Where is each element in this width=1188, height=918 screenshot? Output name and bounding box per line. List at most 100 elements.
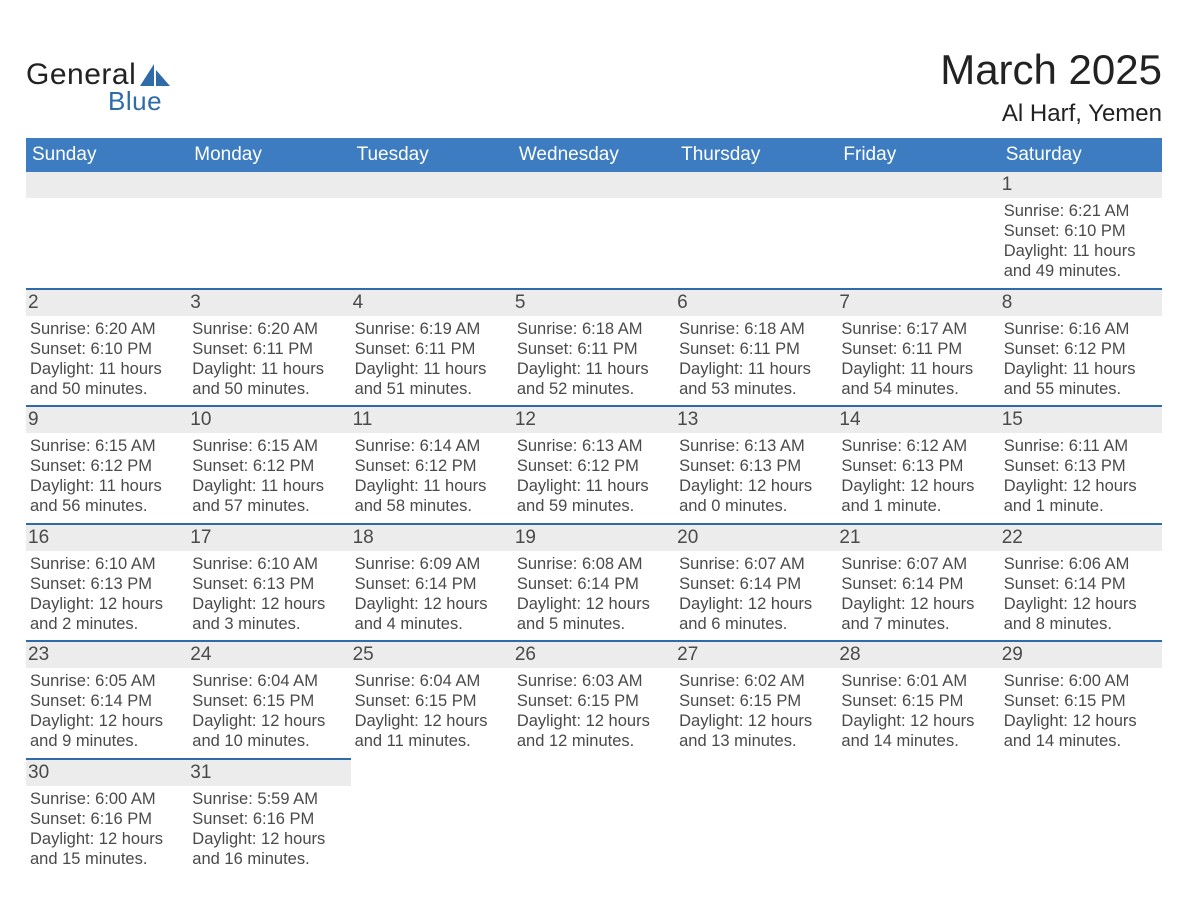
day-cell: 10Sunrise: 6:15 AMSunset: 6:12 PMDayligh…: [188, 407, 350, 523]
sunrise-line: Sunrise: 6:15 AM: [192, 436, 346, 456]
day-number: [837, 172, 999, 198]
day-cell: [188, 172, 350, 274]
daylight-line-1: Daylight: 12 hours: [679, 594, 833, 614]
weekday-header: Friday: [837, 138, 999, 172]
calendar-cell: 27Sunrise: 6:02 AMSunset: 6:15 PMDayligh…: [675, 641, 837, 759]
daylight-line-1: Daylight: 12 hours: [30, 711, 184, 731]
daylight-line-2: and 14 minutes.: [841, 731, 995, 751]
calendar-cell: 29Sunrise: 6:00 AMSunset: 6:15 PMDayligh…: [1000, 641, 1162, 759]
sunset-line: Sunset: 6:12 PM: [517, 456, 671, 476]
sunrise-line: Sunrise: 6:18 AM: [517, 319, 671, 339]
calendar-cell: 17Sunrise: 6:10 AMSunset: 6:13 PMDayligh…: [188, 524, 350, 642]
sunrise-line: Sunrise: 6:17 AM: [841, 319, 995, 339]
sunrise-line: Sunrise: 6:15 AM: [30, 436, 184, 456]
day-number: 21: [837, 525, 999, 551]
sunset-line: Sunset: 6:10 PM: [1004, 221, 1158, 241]
sunrise-line: Sunrise: 6:07 AM: [679, 554, 833, 574]
sunset-line: Sunset: 6:15 PM: [679, 691, 833, 711]
sunset-line: Sunset: 6:14 PM: [355, 574, 509, 594]
sunset-line: Sunset: 6:13 PM: [679, 456, 833, 476]
sunrise-line: Sunrise: 6:14 AM: [355, 436, 509, 456]
calendar-cell: [513, 172, 675, 289]
day-number: 18: [351, 525, 513, 551]
calendar-cell: 10Sunrise: 6:15 AMSunset: 6:12 PMDayligh…: [188, 406, 350, 524]
day-number: 26: [513, 642, 675, 668]
day-number: 22: [1000, 525, 1162, 551]
sunset-line: Sunset: 6:12 PM: [355, 456, 509, 476]
daylight-line-1: Daylight: 12 hours: [30, 829, 184, 849]
day-cell: 8Sunrise: 6:16 AMSunset: 6:12 PMDaylight…: [1000, 290, 1162, 406]
calendar-cell: [1000, 759, 1162, 876]
day-cell: 22Sunrise: 6:06 AMSunset: 6:14 PMDayligh…: [1000, 525, 1162, 641]
calendar-cell: 6Sunrise: 6:18 AMSunset: 6:11 PMDaylight…: [675, 289, 837, 407]
sunset-line: Sunset: 6:10 PM: [30, 339, 184, 359]
sunset-line: Sunset: 6:13 PM: [1004, 456, 1158, 476]
day-number: 4: [351, 290, 513, 316]
sunset-line: Sunset: 6:12 PM: [1004, 339, 1158, 359]
sunrise-line: Sunrise: 6:21 AM: [1004, 201, 1158, 221]
daylight-line-1: Daylight: 11 hours: [517, 359, 671, 379]
day-number: 15: [1000, 407, 1162, 433]
calendar-cell: 14Sunrise: 6:12 AMSunset: 6:13 PMDayligh…: [837, 406, 999, 524]
calendar-cell: 3Sunrise: 6:20 AMSunset: 6:11 PMDaylight…: [188, 289, 350, 407]
daylight-line-1: Daylight: 11 hours: [1004, 359, 1158, 379]
day-number: 28: [837, 642, 999, 668]
calendar-cell: 8Sunrise: 6:16 AMSunset: 6:12 PMDaylight…: [1000, 289, 1162, 407]
calendar-week-row: 23Sunrise: 6:05 AMSunset: 6:14 PMDayligh…: [26, 641, 1162, 759]
sunrise-line: Sunrise: 6:10 AM: [30, 554, 184, 574]
sunrise-line: Sunrise: 5:59 AM: [192, 789, 346, 809]
day-number: 12: [513, 407, 675, 433]
daylight-line-2: and 51 minutes.: [355, 379, 509, 399]
calendar-cell: 16Sunrise: 6:10 AMSunset: 6:13 PMDayligh…: [26, 524, 188, 642]
daylight-line-2: and 4 minutes.: [355, 614, 509, 634]
day-cell: 15Sunrise: 6:11 AMSunset: 6:13 PMDayligh…: [1000, 407, 1162, 523]
sunrise-line: Sunrise: 6:03 AM: [517, 671, 671, 691]
calendar-cell: 21Sunrise: 6:07 AMSunset: 6:14 PMDayligh…: [837, 524, 999, 642]
day-cell: 11Sunrise: 6:14 AMSunset: 6:12 PMDayligh…: [351, 407, 513, 523]
daylight-line-2: and 7 minutes.: [841, 614, 995, 634]
day-cell: [675, 759, 837, 861]
daylight-line-2: and 56 minutes.: [30, 496, 184, 516]
sunrise-line: Sunrise: 6:13 AM: [679, 436, 833, 456]
daylight-line-1: Daylight: 12 hours: [1004, 594, 1158, 614]
day-cell: 14Sunrise: 6:12 AMSunset: 6:13 PMDayligh…: [837, 407, 999, 523]
sunset-line: Sunset: 6:14 PM: [841, 574, 995, 594]
day-number: 13: [675, 407, 837, 433]
calendar-week-row: 2Sunrise: 6:20 AMSunset: 6:10 PMDaylight…: [26, 289, 1162, 407]
daylight-line-2: and 0 minutes.: [679, 496, 833, 516]
calendar-cell: 12Sunrise: 6:13 AMSunset: 6:12 PMDayligh…: [513, 406, 675, 524]
title-location: Al Harf, Yemen: [940, 100, 1162, 128]
day-cell: 6Sunrise: 6:18 AMSunset: 6:11 PMDaylight…: [675, 290, 837, 406]
daylight-line-1: Daylight: 12 hours: [192, 829, 346, 849]
day-number: 20: [675, 525, 837, 551]
sunset-line: Sunset: 6:13 PM: [30, 574, 184, 594]
day-cell: 24Sunrise: 6:04 AMSunset: 6:15 PMDayligh…: [188, 642, 350, 758]
day-number: 29: [1000, 642, 1162, 668]
sunrise-line: Sunrise: 6:09 AM: [355, 554, 509, 574]
calendar-cell: 28Sunrise: 6:01 AMSunset: 6:15 PMDayligh…: [837, 641, 999, 759]
day-number: 10: [188, 407, 350, 433]
weekday-header-row: Sunday Monday Tuesday Wednesday Thursday…: [26, 138, 1162, 172]
daylight-line-1: Daylight: 11 hours: [30, 359, 184, 379]
calendar-cell: 19Sunrise: 6:08 AMSunset: 6:14 PMDayligh…: [513, 524, 675, 642]
day-cell: [1000, 759, 1162, 861]
sunset-line: Sunset: 6:11 PM: [517, 339, 671, 359]
sunset-line: Sunset: 6:13 PM: [841, 456, 995, 476]
day-cell: 28Sunrise: 6:01 AMSunset: 6:15 PMDayligh…: [837, 642, 999, 758]
day-number: 31: [188, 760, 350, 786]
sunrise-line: Sunrise: 6:20 AM: [30, 319, 184, 339]
day-cell: 23Sunrise: 6:05 AMSunset: 6:14 PMDayligh…: [26, 642, 188, 758]
sunrise-line: Sunrise: 6:08 AM: [517, 554, 671, 574]
daylight-line-2: and 54 minutes.: [841, 379, 995, 399]
day-cell: 2Sunrise: 6:20 AMSunset: 6:10 PMDaylight…: [26, 290, 188, 406]
calendar-cell: 2Sunrise: 6:20 AMSunset: 6:10 PMDaylight…: [26, 289, 188, 407]
sail-icon: [138, 62, 172, 88]
daylight-line-2: and 13 minutes.: [679, 731, 833, 751]
day-cell: 27Sunrise: 6:02 AMSunset: 6:15 PMDayligh…: [675, 642, 837, 758]
calendar-cell: 7Sunrise: 6:17 AMSunset: 6:11 PMDaylight…: [837, 289, 999, 407]
sunrise-line: Sunrise: 6:07 AM: [841, 554, 995, 574]
day-cell: 3Sunrise: 6:20 AMSunset: 6:11 PMDaylight…: [188, 290, 350, 406]
calendar-week-row: 1Sunrise: 6:21 AMSunset: 6:10 PMDaylight…: [26, 172, 1162, 289]
day-number: 19: [513, 525, 675, 551]
calendar-cell: 1Sunrise: 6:21 AMSunset: 6:10 PMDaylight…: [1000, 172, 1162, 289]
